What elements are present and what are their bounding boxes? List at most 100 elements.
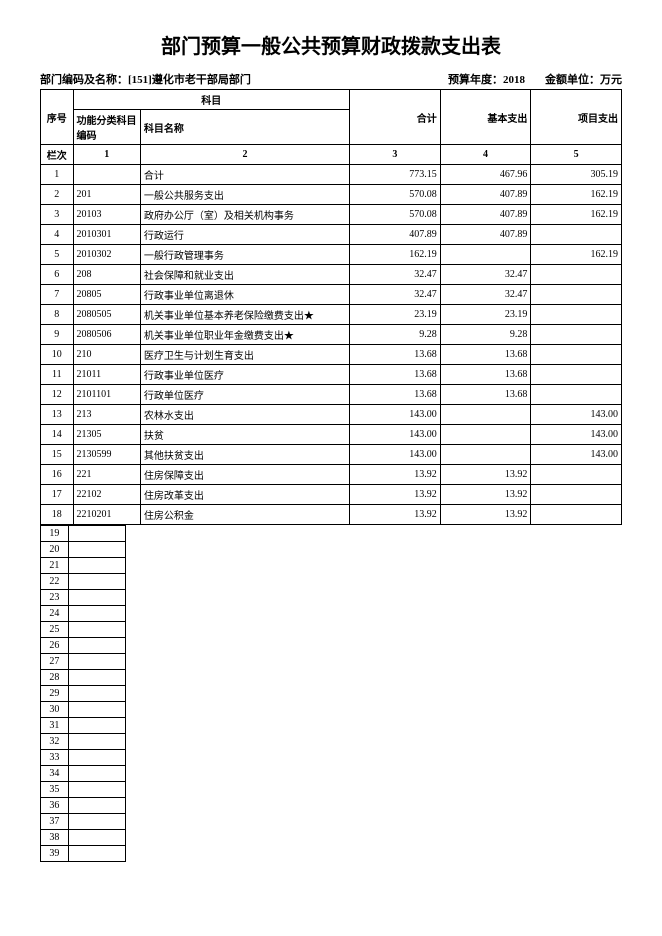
- cell-project: [531, 325, 622, 345]
- cell-basic: 32.47: [440, 285, 531, 305]
- table-row: 720805行政事业单位离退休32.4732.47: [41, 285, 622, 305]
- cell-code: [73, 165, 140, 185]
- cell-name: 农林水支出: [140, 405, 349, 425]
- table-row: 36: [41, 798, 126, 814]
- cell-total: 9.28: [350, 325, 441, 345]
- cell-project: 162.19: [531, 245, 622, 265]
- table-row: 1合计773.15467.96305.19: [41, 165, 622, 185]
- cell-code: 2080505: [73, 305, 140, 325]
- cell-code: 2210201: [73, 505, 140, 525]
- cell-project: [531, 365, 622, 385]
- cell-name: 住房保障支出: [140, 465, 349, 485]
- table-row: 33: [41, 750, 126, 766]
- cell-name: 政府办公厅（室）及相关机构事务: [140, 205, 349, 225]
- table-row: 35: [41, 782, 126, 798]
- cell-seq: 15: [41, 445, 74, 465]
- cell-total: 13.68: [350, 345, 441, 365]
- table-row: 1421305扶贫143.00143.00: [41, 425, 622, 445]
- cell-basic: 407.89: [440, 185, 531, 205]
- cell-empty: [68, 574, 125, 590]
- cell-seq: 14: [41, 425, 74, 445]
- cell-seq: 34: [41, 766, 69, 782]
- table-row: 20: [41, 542, 126, 558]
- table-row: 38: [41, 830, 126, 846]
- cell-seq: 38: [41, 830, 69, 846]
- table-row: 52010302一般行政管理事务162.19162.19: [41, 245, 622, 265]
- cell-total: 143.00: [350, 445, 441, 465]
- cell-basic: 13.92: [440, 505, 531, 525]
- cell-name: 社会保障和就业支出: [140, 265, 349, 285]
- cell-seq: 28: [41, 670, 69, 686]
- cell-name: 住房改革支出: [140, 485, 349, 505]
- header-total: 合计: [350, 90, 441, 145]
- cell-total: 23.19: [350, 305, 441, 325]
- cell-project: 143.00: [531, 405, 622, 425]
- cell-basic: [440, 445, 531, 465]
- cell-total: 32.47: [350, 265, 441, 285]
- cell-code: 2101101: [73, 385, 140, 405]
- cell-total: 570.08: [350, 205, 441, 225]
- cell-seq: 9: [41, 325, 74, 345]
- cell-seq: 5: [41, 245, 74, 265]
- cell-total: 32.47: [350, 285, 441, 305]
- header-subject: 科目: [73, 90, 350, 110]
- cell-code: 20103: [73, 205, 140, 225]
- cell-total: 13.68: [350, 385, 441, 405]
- year-label: 预算年度：: [448, 74, 503, 86]
- lanci-row: 栏次 1 2 3 4 5: [41, 145, 622, 165]
- cell-seq: 27: [41, 654, 69, 670]
- cell-project: [531, 385, 622, 405]
- cell-basic: 13.68: [440, 365, 531, 385]
- empty-tail-table: 1920212223242526272829303132333435363738…: [40, 525, 126, 862]
- table-row: 29: [41, 686, 126, 702]
- lanci-label: 栏次: [41, 145, 74, 165]
- cell-name: 机关事业单位基本养老保险缴费支出★: [140, 305, 349, 325]
- cell-project: 143.00: [531, 425, 622, 445]
- cell-total: 773.15: [350, 165, 441, 185]
- cell-seq: 18: [41, 505, 74, 525]
- cell-empty: [68, 590, 125, 606]
- unit-info: 金额单位：万元: [545, 71, 622, 87]
- cell-name: 住房公积金: [140, 505, 349, 525]
- cell-seq: 2: [41, 185, 74, 205]
- cell-basic: 32.47: [440, 265, 531, 285]
- table-row: 32: [41, 734, 126, 750]
- cell-name: 一般公共服务支出: [140, 185, 349, 205]
- cell-code: 20805: [73, 285, 140, 305]
- cell-seq: 39: [41, 846, 69, 862]
- cell-project: [531, 225, 622, 245]
- lanci-c5: 5: [531, 145, 622, 165]
- table-row: 92080506机关事业单位职业年金缴费支出★9.289.28: [41, 325, 622, 345]
- table-row: 16221住房保障支出13.9213.92: [41, 465, 622, 485]
- cell-basic: 407.89: [440, 225, 531, 245]
- cell-name: 行政单位医疗: [140, 385, 349, 405]
- cell-seq: 4: [41, 225, 74, 245]
- cell-code: 201: [73, 185, 140, 205]
- cell-empty: [68, 526, 125, 542]
- unit-value: 万元: [600, 74, 622, 86]
- header-seq: 序号: [41, 90, 74, 145]
- page-title: 部门预算一般公共预算财政拨款支出表: [40, 30, 622, 59]
- cell-total: 162.19: [350, 245, 441, 265]
- cell-empty: [68, 638, 125, 654]
- table-row: 34: [41, 766, 126, 782]
- cell-code: 2010301: [73, 225, 140, 245]
- header-code: 功能分类科目编码: [73, 110, 140, 145]
- cell-seq: 13: [41, 405, 74, 425]
- cell-name: 医疗卫生与计划生育支出: [140, 345, 349, 365]
- table-row: 24: [41, 606, 126, 622]
- header-project: 项目支出: [531, 90, 622, 145]
- cell-project: [531, 305, 622, 325]
- cell-code: 2080506: [73, 325, 140, 345]
- cell-code: 22102: [73, 485, 140, 505]
- meta-row: 部门编码及名称：[151]遵化市老干部局部门 预算年度：2018 金额单位：万元: [40, 71, 622, 87]
- cell-empty: [68, 654, 125, 670]
- cell-name: 扶贫: [140, 425, 349, 445]
- cell-seq: 3: [41, 205, 74, 225]
- table-row: 31: [41, 718, 126, 734]
- table-row: 30: [41, 702, 126, 718]
- header-name: 科目名称: [140, 110, 349, 145]
- cell-code: 21305: [73, 425, 140, 445]
- cell-name: 其他扶贫支出: [140, 445, 349, 465]
- cell-name: 一般行政管理事务: [140, 245, 349, 265]
